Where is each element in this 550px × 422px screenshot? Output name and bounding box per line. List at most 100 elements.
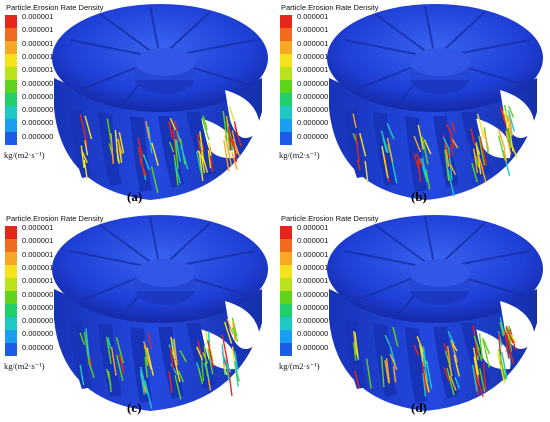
erosion-streak: [421, 157, 428, 182]
erosion-streak: [227, 364, 233, 397]
legend-tick-label: 0.000001: [22, 236, 54, 246]
erosion-streak: [476, 113, 485, 139]
erosion-streak: [352, 342, 357, 361]
erosion-streak: [389, 353, 398, 371]
legend-title: Particle.Erosion Rate Density: [6, 3, 104, 12]
legend-unit: kg/(m2·s⁻¹): [279, 361, 320, 371]
legend-swatch: [280, 343, 292, 356]
legend-tick-label: 0.000000: [22, 289, 54, 299]
erosion-streak: [473, 365, 480, 396]
legend-swatch: [5, 239, 17, 252]
erosion-streak: [231, 151, 238, 170]
legend-swatch: [5, 278, 17, 291]
erosion-streak: [422, 372, 427, 397]
erosion-streak: [202, 115, 208, 130]
panel-label: (a): [127, 189, 143, 204]
legend-tick-label: 0.000000: [297, 91, 329, 101]
legend-swatch: [280, 226, 292, 239]
erosion-streak: [234, 361, 239, 387]
panel-label: (c): [127, 400, 142, 415]
erosion-streak: [151, 142, 159, 166]
erosion-streak: [207, 142, 212, 157]
erosion-streak: [472, 148, 479, 173]
runner-erosion-render: [327, 4, 543, 200]
erosion-streak: [499, 317, 506, 336]
panel-label: (b): [411, 189, 427, 204]
erosion-streak: [356, 159, 361, 171]
erosion-streak: [446, 367, 455, 396]
erosion-streak: [447, 345, 453, 377]
legend-tick-label: 0.000000: [22, 302, 54, 312]
erosion-streak: [80, 145, 85, 169]
legend-swatch: [5, 343, 17, 356]
erosion-streak: [498, 129, 506, 150]
erosion-streak: [145, 121, 151, 140]
legend-swatch: [280, 54, 292, 67]
legend-tick-label: 0.000001: [22, 25, 54, 35]
legend-tick-label: 0.000001: [22, 12, 54, 21]
erosion-streak: [79, 332, 85, 345]
erosion-streak: [450, 135, 455, 149]
erosion-streak: [425, 169, 431, 190]
erosion-streak: [234, 351, 239, 371]
erosion-streak: [384, 334, 391, 346]
erosion-streak: [482, 362, 487, 392]
erosion-streak: [197, 367, 204, 384]
erosion-streak: [449, 375, 457, 391]
erosion-streak: [207, 340, 214, 368]
erosion-streak: [481, 337, 490, 368]
legend-title: Particle.Erosion Rate Density: [281, 3, 379, 12]
legend-swatch: [5, 15, 17, 28]
legend-unit: kg/(m2·s⁻¹): [4, 361, 45, 371]
erosion-streak: [88, 362, 95, 378]
erosion-streak: [423, 139, 432, 155]
runner-hub-top: [410, 259, 470, 287]
erosion-streak: [196, 346, 204, 361]
legend-swatch: [5, 252, 17, 265]
legend-swatch: [5, 41, 17, 54]
erosion-streak: [173, 338, 178, 366]
erosion-streak: [226, 318, 234, 335]
runner-hub-top: [135, 259, 195, 287]
erosion-streak: [137, 146, 146, 176]
erosion-streak: [497, 135, 506, 161]
erosion-streak: [479, 368, 486, 393]
runner-blades: [345, 321, 491, 403]
legend-tick-label: 0.000000: [297, 329, 329, 339]
color-scale: [280, 15, 292, 145]
erosion-streak: [380, 355, 385, 388]
erosion-streak: [426, 360, 433, 389]
erosion-streak: [139, 366, 148, 395]
erosion-streak: [175, 139, 181, 162]
panel-a: Particle.Erosion Rate Density 0.000001 0.…: [0, 0, 275, 211]
erosion-streak: [174, 120, 180, 142]
legend-swatch: [280, 278, 292, 291]
erosion-streak: [105, 336, 112, 364]
erosion-streak: [471, 364, 478, 392]
erosion-streak: [501, 351, 508, 379]
legend-title: Particle.Erosion Rate Density: [6, 214, 104, 223]
legend-tick-label: 0.000000: [22, 342, 54, 352]
erosion-streak: [147, 126, 153, 154]
erosion-streak: [386, 137, 394, 162]
erosion-streak: [496, 353, 506, 384]
legend-swatch: [5, 28, 17, 41]
erosion-streak: [231, 327, 239, 343]
legend-tick-label: 0.000001: [297, 12, 329, 21]
erosion-streak: [392, 326, 399, 347]
legend-tick-label: 0.000001: [297, 262, 329, 272]
erosion-streak: [196, 134, 202, 153]
erosion-streak: [150, 166, 159, 193]
erosion-streak: [137, 137, 144, 158]
legend-tick-label: 0.000001: [22, 65, 54, 75]
erosion-streak: [510, 142, 518, 158]
erosion-streaks: [79, 106, 242, 193]
erosion-streak: [417, 124, 425, 150]
erosion-streak: [197, 150, 205, 162]
legend-swatch: [280, 304, 292, 317]
erosion-streak: [507, 110, 515, 132]
erosion-streak: [478, 155, 487, 182]
erosion-streak: [506, 128, 512, 149]
erosion-streak: [146, 347, 154, 376]
erosion-streak: [174, 359, 181, 383]
